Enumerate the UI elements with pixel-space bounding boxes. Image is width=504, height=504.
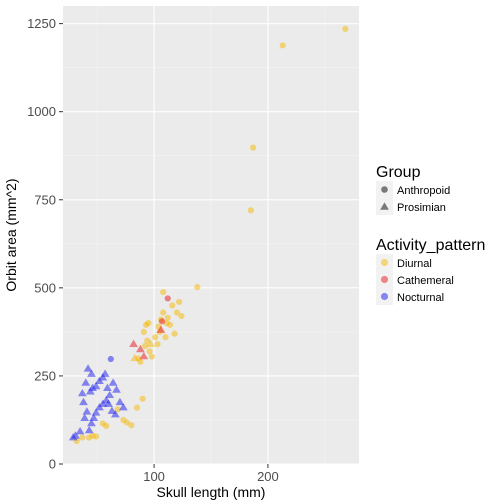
data-point-prosimian-nocturnal [82, 407, 92, 415]
data-point-anthropoid-diurnal [103, 422, 110, 430]
legend-group: Group Anthropoid Prosimian [376, 164, 450, 215]
data-point-prosimian-nocturnal [79, 397, 88, 406]
x-axis: 100 200 [143, 464, 279, 484]
y-tick-label: 250 [34, 368, 56, 383]
data-point-prosimian-nocturnal [118, 403, 128, 411]
data-point-anthropoid-diurnal [79, 434, 86, 441]
data-point-prosimian-nocturnal [83, 364, 93, 372]
data-point-anthropoid-diurnal [279, 42, 286, 49]
data-point-anthropoid-diurnal [194, 284, 201, 291]
legend-triangle-icon [380, 202, 389, 210]
data-point-anthropoid-diurnal [123, 419, 130, 426]
data-point-prosimian-nocturnal [84, 425, 94, 434]
legend-label: Anthropoid [397, 185, 450, 197]
data-point-anthropoid-diurnal [169, 302, 176, 309]
data-point-prosimian-nocturnal [87, 369, 96, 377]
data-point-anthropoid-diurnal [140, 328, 147, 335]
data-point-anthropoid-diurnal [164, 314, 171, 321]
legend-label: Prosimian [397, 202, 446, 214]
y-axis: 0 250 500 750 1000 1250 [27, 16, 63, 472]
minor-gridlines [63, 6, 359, 464]
data-point-anthropoid-diurnal [154, 341, 161, 348]
y-tick-label: 1000 [27, 104, 56, 119]
data-point-anthropoid-diurnal [178, 312, 185, 320]
legend-color-swatch [380, 275, 389, 284]
x-axis-title: Skull length (mm) [157, 484, 266, 500]
y-axis-title: Orbit area (mm^2) [3, 178, 19, 291]
x-tick-label: 100 [143, 469, 165, 484]
data-point-prosimian-cathemeral [136, 344, 145, 353]
y-tick-label: 1250 [27, 16, 56, 31]
y-tick-label: 500 [34, 280, 56, 295]
data-point-anthropoid-diurnal [176, 298, 183, 306]
data-point-prosimian-nocturnal [91, 381, 101, 390]
data-point-anthropoid-diurnal [144, 337, 151, 344]
data-point-anthropoid-diurnal [92, 433, 100, 440]
data-point-anthropoid-diurnal [152, 334, 159, 341]
data-point-anthropoid-diurnal [141, 342, 149, 350]
data-point-prosimian-nocturnal [75, 426, 85, 435]
data-point-anthropoid-cathemeral [164, 295, 171, 302]
data-point-prosimian-nocturnal [100, 369, 110, 377]
data-points [68, 25, 349, 445]
data-point-prosimian-diurnal [146, 339, 156, 347]
data-point-anthropoid-diurnal [128, 422, 135, 429]
legend-color-swatch [380, 292, 389, 301]
data-point-anthropoid-diurnal [250, 144, 257, 151]
data-point-prosimian-nocturnal [89, 413, 99, 421]
legend-title: Activity_pattern [376, 237, 485, 254]
data-point-prosimian-cathemeral [156, 325, 166, 333]
y-tick-label: 0 [49, 457, 56, 472]
data-point-anthropoid-diurnal [146, 348, 153, 355]
data-point-prosimian-nocturnal [91, 408, 101, 416]
data-point-anthropoid-diurnal [114, 406, 121, 413]
data-point-anthropoid-diurnal [173, 309, 180, 316]
data-point-prosimian-nocturnal [77, 388, 87, 397]
data-point-prosimian-nocturnal [108, 378, 118, 386]
data-point-anthropoid-diurnal [160, 309, 167, 316]
data-point-prosimian-nocturnal [107, 406, 117, 414]
data-point-anthropoid-diurnal [133, 404, 141, 411]
data-point-anthropoid-nocturnal [107, 355, 114, 363]
data-point-prosimian-nocturnal [104, 399, 113, 407]
data-point-anthropoid-diurnal [148, 353, 155, 360]
legend-label: Nocturnal [397, 292, 444, 304]
data-point-anthropoid-diurnal [145, 319, 152, 327]
y-tick-label: 750 [34, 192, 56, 207]
data-point-anthropoid-diurnal [166, 321, 174, 328]
data-point-anthropoid-diurnal [247, 207, 254, 214]
legend-activity-pattern: Activity_pattern Diurnal Cathemeral Nocturn… [376, 237, 485, 305]
legend-label: Cathemeral [397, 275, 454, 287]
data-point-anthropoid-diurnal [171, 330, 178, 337]
x-tick-label: 200 [257, 469, 279, 484]
data-point-prosimian-nocturnal [105, 390, 115, 399]
data-point-anthropoid-diurnal [139, 395, 146, 402]
data-point-prosimian-cathemeral [129, 339, 138, 347]
data-point-prosimian-nocturnal [81, 378, 91, 386]
data-point-prosimian-nocturnal [112, 385, 121, 393]
data-point-prosimian-nocturnal [80, 413, 90, 421]
data-point-anthropoid-diurnal [342, 25, 349, 32]
data-point-anthropoid-diurnal [160, 288, 167, 296]
major-gridlines [63, 6, 359, 465]
legend-color-swatch [380, 258, 389, 267]
legend-label: Diurnal [397, 258, 432, 270]
legend-circle-icon [381, 186, 388, 193]
data-point-prosimian-nocturnal [115, 397, 125, 406]
data-point-anthropoid-diurnal [162, 334, 169, 341]
data-point-prosimian-cathemeral [139, 351, 149, 360]
data-point-prosimian-nocturnal [71, 431, 80, 439]
data-point-anthropoid-diurnal [137, 358, 144, 365]
data-point-anthropoid-cathemeral [158, 318, 166, 325]
data-point-prosimian-nocturnal [87, 418, 96, 427]
data-point-prosimian-diurnal [130, 353, 140, 362]
data-point-prosimian-nocturnal [103, 383, 112, 392]
data-point-prosimian-nocturnal [110, 410, 120, 418]
legend-title: Group [376, 164, 421, 181]
